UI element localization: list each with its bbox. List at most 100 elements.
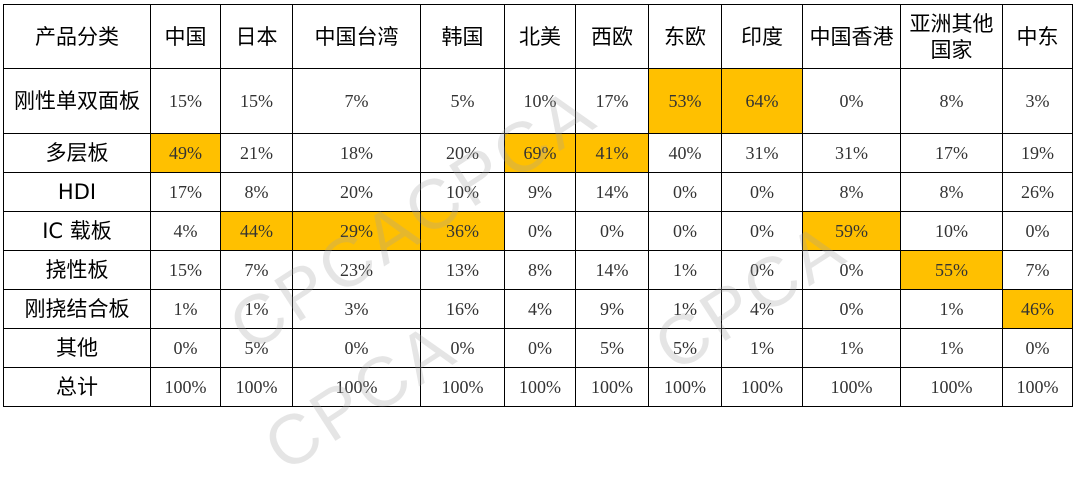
- share-cell: 10%: [420, 172, 505, 212]
- highlighted-share-cell: 46%: [1002, 289, 1073, 329]
- share-cell: 20%: [292, 172, 421, 212]
- column-header: 中国: [150, 4, 221, 69]
- share-cell: 4%: [721, 289, 803, 329]
- share-cell: 18%: [292, 133, 421, 173]
- share-cell: 5%: [648, 328, 722, 368]
- share-cell: 3%: [1002, 68, 1073, 134]
- row-category-label: IC 载板: [3, 211, 151, 251]
- row-category-label: HDI: [3, 172, 151, 212]
- row-category-label: 多层板: [3, 133, 151, 173]
- highlighted-share-cell: 49%: [150, 133, 221, 173]
- share-cell: 4%: [504, 289, 576, 329]
- share-cell: 5%: [220, 328, 293, 368]
- share-cell: 3%: [292, 289, 421, 329]
- share-cell: 0%: [721, 211, 803, 251]
- share-cell: 7%: [292, 68, 421, 134]
- column-header: 日本: [220, 4, 293, 69]
- highlighted-share-cell: 41%: [575, 133, 649, 173]
- share-cell: 9%: [575, 289, 649, 329]
- share-cell: 100%: [900, 367, 1003, 407]
- highlighted-share-cell: 64%: [721, 68, 803, 134]
- share-cell: 1%: [721, 328, 803, 368]
- row-category-label: 其他: [3, 328, 151, 368]
- column-header: 印度: [721, 4, 803, 69]
- share-cell: 14%: [575, 250, 649, 290]
- pcb-product-mix-table: 产品分类 中国 日本 中国台湾 韩国 北美 西欧 东欧 印度 中国香港 亚洲其他…: [3, 4, 1073, 407]
- table-row: 刚挠结合板 1% 1% 3% 16% 4% 9% 1% 4% 0% 1% 46%: [3, 289, 1073, 329]
- highlighted-share-cell: 59%: [802, 211, 901, 251]
- share-cell: 4%: [150, 211, 221, 251]
- row-category-label: 刚挠结合板: [3, 289, 151, 329]
- share-cell: 100%: [150, 367, 221, 407]
- share-cell: 0%: [802, 250, 901, 290]
- column-header: 韩国: [420, 4, 505, 69]
- table-row: 总计 100% 100% 100% 100% 100% 100% 100% 100% 100% 10…: [3, 367, 1073, 407]
- row-category-label: 总计: [3, 367, 151, 407]
- share-cell: 15%: [150, 68, 221, 134]
- table-row: HDI 17% 8% 20% 10% 9% 14% 0% 0% 8% 8% 26%: [3, 172, 1073, 212]
- corner-header: 产品分类: [3, 4, 151, 69]
- table-row: 多层板 49% 21% 18% 20% 69% 41% 40% 31% 31% 17% 19%: [3, 133, 1073, 173]
- share-cell: 26%: [1002, 172, 1073, 212]
- table-row: 其他 0% 5% 0% 0% 0% 5% 5% 1% 1% 1% 0%: [3, 328, 1073, 368]
- share-cell: 100%: [575, 367, 649, 407]
- highlighted-share-cell: 69%: [504, 133, 576, 173]
- share-cell: 1%: [220, 289, 293, 329]
- share-cell: 1%: [900, 289, 1003, 329]
- share-cell: 23%: [292, 250, 421, 290]
- share-cell: 100%: [648, 367, 722, 407]
- share-cell: 13%: [420, 250, 505, 290]
- table-row: 挠性板 15% 7% 23% 13% 8% 14% 1% 0% 0% 55% 7%: [3, 250, 1073, 290]
- share-cell: 0%: [648, 211, 722, 251]
- share-cell: 0%: [504, 328, 576, 368]
- share-cell: 0%: [420, 328, 505, 368]
- highlighted-share-cell: 55%: [900, 250, 1003, 290]
- share-cell: 0%: [721, 172, 803, 212]
- share-cell: 20%: [420, 133, 505, 173]
- share-cell: 0%: [648, 172, 722, 212]
- share-cell: 8%: [504, 250, 576, 290]
- column-header: 东欧: [648, 4, 722, 69]
- highlighted-share-cell: 53%: [648, 68, 722, 134]
- market-share-table-container: 产品分类 中国 日本 中国台湾 韩国 北美 西欧 东欧 印度 中国香港 亚洲其他…: [3, 4, 1073, 407]
- share-cell: 100%: [504, 367, 576, 407]
- column-header: 西欧: [575, 4, 649, 69]
- column-header: 北美: [504, 4, 576, 69]
- share-cell: 8%: [220, 172, 293, 212]
- share-cell: 0%: [721, 250, 803, 290]
- share-cell: 1%: [900, 328, 1003, 368]
- share-cell: 5%: [420, 68, 505, 134]
- share-cell: 17%: [575, 68, 649, 134]
- column-header: 亚洲其他国家: [900, 4, 1003, 69]
- column-header: 中国香港: [802, 4, 901, 69]
- highlighted-share-cell: 29%: [292, 211, 421, 251]
- share-cell: 10%: [504, 68, 576, 134]
- share-cell: 0%: [1002, 328, 1073, 368]
- share-cell: 31%: [802, 133, 901, 173]
- share-cell: 1%: [802, 328, 901, 368]
- share-cell: 40%: [648, 133, 722, 173]
- share-cell: 100%: [420, 367, 505, 407]
- share-cell: 0%: [292, 328, 421, 368]
- share-cell: 0%: [802, 68, 901, 134]
- share-cell: 0%: [802, 289, 901, 329]
- share-cell: 100%: [220, 367, 293, 407]
- share-cell: 19%: [1002, 133, 1073, 173]
- share-cell: 0%: [150, 328, 221, 368]
- share-cell: 0%: [1002, 211, 1073, 251]
- column-header: 中国台湾: [292, 4, 421, 69]
- share-cell: 0%: [504, 211, 576, 251]
- share-cell: 5%: [575, 328, 649, 368]
- highlighted-share-cell: 44%: [220, 211, 293, 251]
- share-cell: 8%: [900, 172, 1003, 212]
- share-cell: 9%: [504, 172, 576, 212]
- highlighted-share-cell: 36%: [420, 211, 505, 251]
- share-cell: 14%: [575, 172, 649, 212]
- share-cell: 100%: [802, 367, 901, 407]
- row-category-label: 挠性板: [3, 250, 151, 290]
- share-cell: 8%: [802, 172, 901, 212]
- share-cell: 31%: [721, 133, 803, 173]
- share-cell: 21%: [220, 133, 293, 173]
- share-cell: 100%: [292, 367, 421, 407]
- share-cell: 17%: [900, 133, 1003, 173]
